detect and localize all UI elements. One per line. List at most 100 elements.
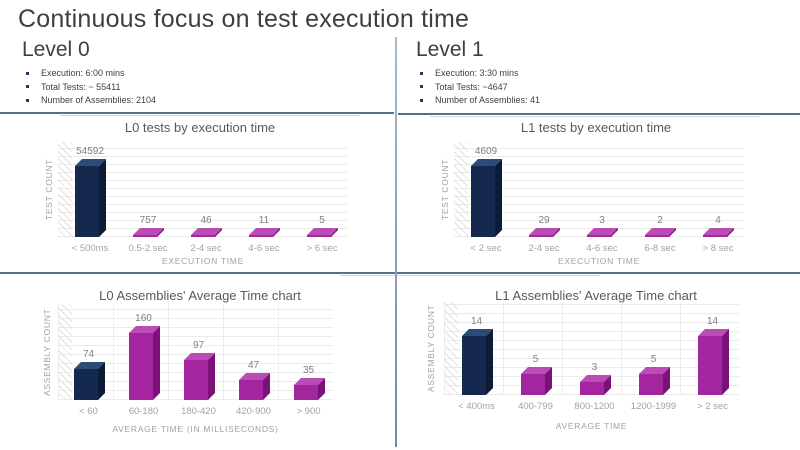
bar-420-900 (238, 373, 270, 400)
chart-l1-assemblies-average-time: L1 Assemblies' Average Time chart ASSEMB… (404, 282, 788, 440)
bar-0.5-2 sec (133, 228, 164, 237)
divider-top-left (0, 112, 394, 114)
bullet-text: Total Tests: ~4647 (435, 81, 508, 92)
axis-wall-hatch (58, 304, 72, 400)
category-label: 0.5-2 sec (128, 243, 168, 254)
category-label: 1200-1999 (630, 401, 677, 412)
category-label: < 60 (79, 406, 98, 417)
bullet-text: Total Tests: ~ 55411 (41, 81, 121, 92)
category-label: > 2 sec (697, 401, 728, 412)
bar-value-label: 4609 (474, 146, 498, 157)
bar-4-6 sec (587, 228, 618, 237)
category-label: 800-1200 (574, 401, 615, 412)
chart-title: L1 Assemblies' Average Time chart (495, 288, 697, 303)
category-label: 6-8 sec (644, 243, 676, 254)
bar-2-4 sec (191, 228, 222, 237)
bullet-text: Execution: 6:00 mins (41, 68, 125, 78)
axis-wall-hatch (444, 302, 458, 395)
bullet-list-level0: Execution: 6:00 mins Total Tests: ~ 5541… (26, 68, 382, 105)
bar-value-label: 757 (139, 215, 157, 226)
chart-title: L1 tests by execution time (520, 120, 672, 135)
y-axis-label: ASSEMBLY COUNT (42, 308, 52, 396)
y-axis-label: ASSEMBLY COUNT (426, 304, 436, 393)
bar-value-label: 47 (247, 360, 260, 371)
category-label: 180-420 (181, 406, 216, 417)
panel-level0: Level 0 Execution: 6:00 mins Total Tests… (22, 38, 382, 109)
category-label: 60-180 (128, 406, 159, 417)
category-label: 4-6 sec (248, 243, 280, 254)
plot-area (58, 142, 348, 237)
bullet-text: Execution: 3:30 mins (435, 68, 519, 78)
bar-> 900 (293, 378, 325, 400)
category-label: 420-900 (236, 406, 271, 417)
category-label: < 2 sec (470, 243, 502, 254)
bar-value-label: 160 (135, 313, 152, 324)
category-label: 400-799 (518, 401, 553, 412)
y-axis-label: TEST COUNT (440, 158, 450, 221)
bullet-icon (420, 85, 423, 88)
chart-l0-assemblies-average-time: L0 Assemblies' Average Time chart ASSEMB… (8, 282, 392, 440)
bar-< 400ms (461, 329, 493, 395)
chart-l0-tests-by-execution-time: L0 tests by execution time TEST COUNT EX… (8, 116, 392, 274)
bullet-text: Number of Assemblies: 2104 (41, 95, 157, 105)
axis-wall-hatch (58, 142, 72, 237)
bullet-icon (26, 71, 29, 75)
bar-value-label: 97 (192, 340, 205, 351)
bar-6-8 sec (645, 228, 676, 237)
category-label: > 8 sec (702, 243, 734, 254)
divider-vertical (395, 37, 397, 447)
divider-shadow (430, 116, 760, 117)
category-label: < 500ms (71, 243, 109, 254)
bullet-icon (26, 85, 29, 88)
bar-4-6 sec (249, 228, 280, 237)
bar-400-799 (520, 367, 552, 395)
bar-value-label: 11 (258, 215, 270, 226)
list-item: Number of Assemblies: 41 (420, 95, 776, 105)
bar-2-4 sec (529, 228, 560, 237)
bar-value-label: 14 (470, 316, 483, 327)
list-item: Total Tests: ~4647 (420, 82, 776, 92)
bullet-icon (420, 98, 423, 102)
bar-> 2 sec (697, 329, 729, 395)
panel-heading-level0: Level 0 (22, 38, 90, 61)
category-label: > 900 (296, 406, 321, 417)
list-item: Execution: 3:30 mins (420, 68, 776, 78)
bar-> 8 sec (703, 228, 734, 237)
bullet-icon (26, 98, 29, 102)
bullet-icon (420, 71, 423, 75)
category-label: > 6 sec (306, 243, 338, 254)
divider-shadow (340, 275, 600, 276)
bar-180-420 (183, 353, 215, 400)
bullet-text: Number of Assemblies: 41 (435, 95, 541, 105)
list-item: Total Tests: ~ 55411 (26, 82, 382, 92)
bar-value-label: 74 (82, 349, 95, 360)
x-axis-label: AVERAGE TIME (555, 421, 628, 431)
bar-60-180 (128, 326, 160, 400)
bullet-list-level1: Execution: 3:30 mins Total Tests: ~4647 … (420, 68, 776, 105)
bar-value-label: 5 (532, 354, 539, 365)
divider-shadow (60, 115, 360, 116)
list-item: Execution: 6:00 mins (26, 68, 382, 78)
divider-top-right (398, 113, 800, 115)
y-axis-label: TEST COUNT (44, 158, 54, 221)
bar-> 6 sec (307, 228, 338, 237)
x-axis-label: EXECUTION TIME (558, 256, 640, 266)
bar-< 60 (73, 362, 105, 400)
axis-wall-hatch (454, 142, 468, 237)
category-label: 4-6 sec (586, 243, 618, 254)
category-label: < 400ms (458, 401, 495, 412)
bar-value-label: 4 (715, 215, 721, 226)
list-item: Number of Assemblies: 2104 (26, 95, 382, 105)
bar-value-label: 5 (319, 215, 325, 226)
bar-value-label: 29 (538, 215, 550, 226)
chart-l1-tests-by-execution-time: L1 tests by execution time TEST COUNT EX… (404, 116, 788, 274)
bar-value-label: 46 (200, 215, 212, 226)
bar-value-label: 5 (650, 354, 657, 365)
bar-value-label: 3 (591, 362, 598, 373)
bar-value-label: 2 (657, 215, 663, 226)
bar-800-1200 (579, 375, 611, 395)
category-label: 2-4 sec (190, 243, 222, 254)
bar-value-label: 35 (302, 365, 315, 376)
slide-title: Continuous focus on test execution time (18, 5, 470, 33)
